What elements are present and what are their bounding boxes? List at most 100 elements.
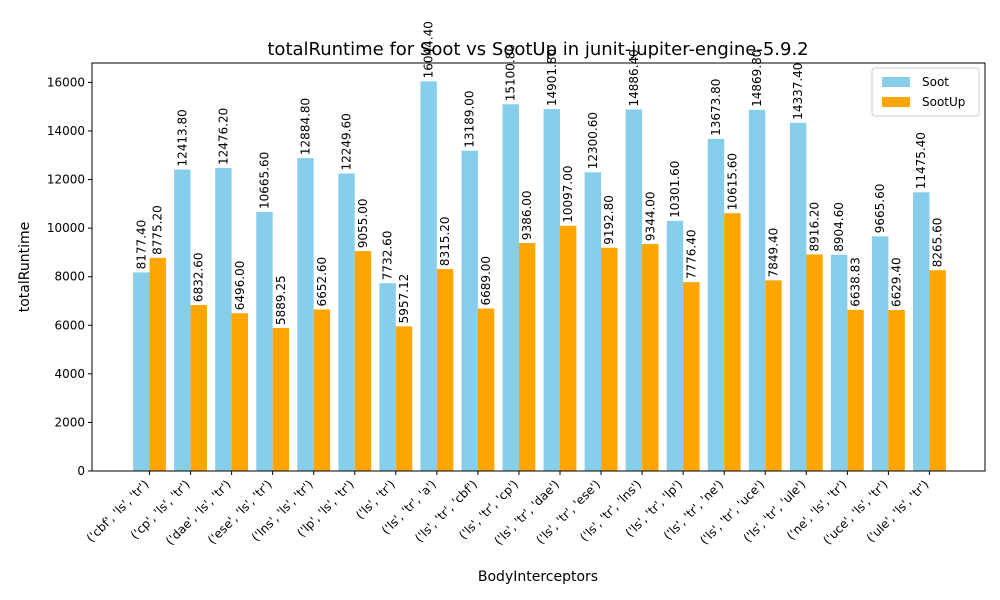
bar-soot <box>174 169 191 471</box>
bar-value-label: 6689.00 <box>479 256 493 306</box>
bar-sootup <box>806 254 823 471</box>
bar-value-label: 10097.00 <box>561 166 575 223</box>
bar-value-label: 14886.40 <box>627 49 641 106</box>
y-axis: 0 2000 4000 6000 8000 10000 12000 14000 16000 <box>47 75 92 478</box>
legend: Soot SootUp <box>871 67 980 117</box>
bar-sootup <box>436 269 454 471</box>
bar-soot <box>379 283 396 471</box>
bar-soot <box>461 150 478 471</box>
bar-value-label: 8916.20 <box>808 202 822 252</box>
bar-soot <box>133 272 150 471</box>
bar-value-label: 12884.80 <box>299 98 313 155</box>
bar-value-label: 10665.60 <box>257 152 271 209</box>
y-tick-label: 2000 <box>54 415 85 429</box>
bar-value-label: 6629.40 <box>890 257 904 307</box>
bar-value-label: 12249.60 <box>340 113 354 170</box>
bar-value-label: 6638.83 <box>849 257 863 307</box>
plot-frame <box>91 62 986 472</box>
bar-value-label: 6652.60 <box>315 257 329 307</box>
bar-soot <box>256 211 273 472</box>
bar-sootup <box>847 309 864 471</box>
bar-value-label: 12300.60 <box>586 112 600 169</box>
bar-value-label: 7776.40 <box>684 230 698 280</box>
bar-value-label: 6496.00 <box>233 261 247 311</box>
y-tick-label: 14000 <box>47 124 85 138</box>
x-axis: ('cbf', 'ls', 'tr')('cp', 'ls', 'tr')('d… <box>84 471 932 548</box>
bar-value-label: 10301.60 <box>668 161 682 218</box>
bar-soot <box>872 236 889 471</box>
bar-value-label: 13189.00 <box>463 90 477 147</box>
legend-swatch-sootup <box>882 97 910 107</box>
bar-soot <box>502 104 519 471</box>
bar-sootup <box>888 310 905 471</box>
bar-sootup <box>477 308 495 471</box>
bar-sootup <box>724 213 741 471</box>
bar-value-label: 12476.20 <box>216 108 230 165</box>
bar-value-label: 14901.80 <box>545 49 559 106</box>
y-tick-label: 8000 <box>54 270 85 284</box>
bar-value-label: 14337.40 <box>791 63 805 120</box>
chart-title: totalRuntime for Soot vs SootUp in junit… <box>267 39 808 60</box>
legend-label-soot: Soot <box>922 75 949 89</box>
bar-value-label: 8265.60 <box>931 218 945 268</box>
y-tick-label: 12000 <box>47 173 85 187</box>
bar-soot <box>830 254 848 471</box>
bar-value-label: 15100.80 <box>504 44 518 101</box>
bar-value-label: 10615.60 <box>725 153 739 210</box>
y-tick-label: 10000 <box>47 221 85 235</box>
plot-area: 8177.40 8775.20 12413.80 6832.60 12476.20 649… <box>133 21 946 472</box>
bar-value-label: 9192.80 <box>602 195 616 245</box>
bar-value-label: 12413.80 <box>175 109 189 166</box>
bar-soot <box>543 109 560 471</box>
bar-soot <box>748 109 766 472</box>
bar-value-label: 7732.60 <box>381 231 395 281</box>
bar-value-label: 9665.60 <box>873 184 887 234</box>
bar-sootup <box>190 305 207 471</box>
bar-sootup <box>231 313 248 471</box>
bar-value-label: 5889.25 <box>274 275 288 325</box>
bar-soot <box>584 172 602 471</box>
bar-value-label: 8775.20 <box>151 205 165 255</box>
legend-label-sootup: SootUp <box>922 95 965 109</box>
bar-soot <box>789 122 807 471</box>
bar-soot <box>338 173 355 472</box>
bar-value-label: 8315.20 <box>438 216 452 266</box>
bar-value-label: 11475.40 <box>914 132 928 189</box>
bar-soot <box>625 109 643 471</box>
y-tick-label: 4000 <box>54 367 85 381</box>
bar-soot <box>666 220 684 471</box>
bar-sootup <box>683 282 700 471</box>
bar-sootup <box>642 244 659 471</box>
bar-sootup <box>560 225 577 471</box>
bar-sootup <box>272 327 290 471</box>
bar-sootup <box>765 280 782 471</box>
bar-value-label: 14869.80 <box>750 50 764 107</box>
y-tick-label: 6000 <box>54 318 85 332</box>
bar-value-label: 6832.60 <box>192 252 206 302</box>
bar-value-label: 7849.40 <box>766 228 780 278</box>
bar-sootup <box>354 251 372 471</box>
bar-sootup <box>149 257 166 471</box>
y-axis-title: totalRuntime <box>17 222 33 313</box>
bar-value-label: 5957.12 <box>397 274 411 324</box>
bar-sootup <box>601 247 618 471</box>
bar-value-label: 8177.40 <box>134 220 148 270</box>
bar-sootup <box>518 243 536 471</box>
bar-value-label: 16044.40 <box>422 21 436 78</box>
bar-soot <box>913 192 930 472</box>
bar-sootup <box>929 270 946 471</box>
bar-sootup <box>395 326 413 471</box>
bar-soot <box>297 158 314 471</box>
bar-soot <box>420 81 437 472</box>
bar-value-label: 8904.60 <box>832 202 846 252</box>
bar-value-label: 9386.00 <box>520 190 534 240</box>
bar-sootup <box>313 309 331 471</box>
bar-value-label: 9055.00 <box>356 198 370 248</box>
x-axis-title: BodyInterceptors <box>478 569 598 585</box>
y-tick-label: 16000 <box>47 75 85 89</box>
bar-soot <box>707 138 725 471</box>
bar-soot <box>215 168 232 471</box>
bar-value-label: 9344.00 <box>643 191 657 241</box>
y-tick-label: 0 <box>77 464 85 478</box>
